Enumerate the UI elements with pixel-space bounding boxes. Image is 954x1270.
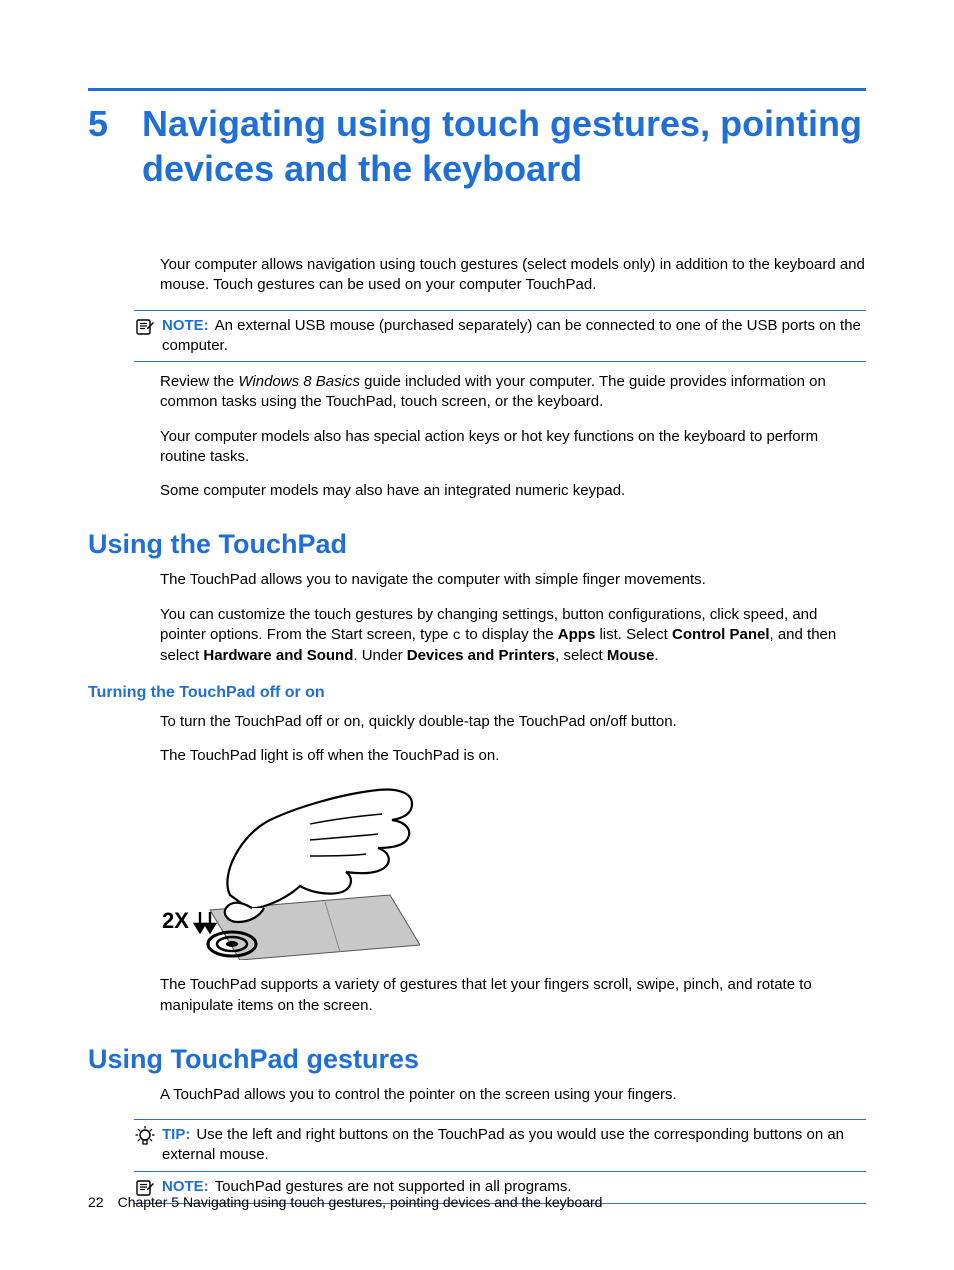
chapter-title: Navigating using touch gestures, pointin… (142, 101, 866, 191)
tp-p2-b: to display the (461, 626, 558, 643)
tp-p2-bold2: Control Panel (672, 626, 770, 643)
intro-note-wrap: NOTE:An external USB mouse (purchased se… (134, 310, 866, 363)
intro-p2-italic: Windows 8 Basics (238, 373, 360, 390)
toggle-block: To turn the TouchPad off or on, quickly … (160, 712, 866, 1016)
tp-p2-bold3: Hardware and Sound (203, 647, 353, 664)
tip-body: TIP:Use the left and right buttons on th… (162, 1125, 866, 1166)
toggle-p3: The TouchPad supports a variety of gestu… (160, 975, 866, 1016)
note-icon (134, 316, 156, 337)
tp-p2-bold1: Apps (558, 626, 596, 643)
tp-p2-c: list. Select (595, 626, 672, 643)
touchpad-p1: The TouchPad allows you to navigate the … (160, 570, 866, 590)
note-label: NOTE: (162, 317, 209, 334)
tip-label: TIP: (162, 1126, 190, 1143)
gestures-block: A TouchPad allows you to control the poi… (160, 1085, 866, 1105)
section-heading-touchpad: Using the TouchPad (88, 529, 866, 560)
chapter-number: 5 (88, 101, 114, 146)
note-callout: NOTE:An external USB mouse (purchased se… (134, 310, 866, 363)
tp-p2-bold5: Mouse (607, 647, 655, 664)
note-text: An external USB mouse (purchased separat… (162, 317, 861, 354)
intro-block: Your computer allows navigation using to… (160, 255, 866, 296)
tip-text: Use the left and right buttons on the To… (162, 1126, 844, 1163)
tp-p2-e: . Under (353, 647, 406, 664)
touchpad-illustration: 2X (160, 780, 866, 965)
page-number: 22 (88, 1194, 104, 1210)
subsection-heading-toggle: Turning the TouchPad off or on (88, 684, 866, 702)
chapter-heading: 5 Navigating using touch gestures, point… (88, 101, 866, 191)
gestures-callouts: TIP:Use the left and right buttons on th… (134, 1119, 866, 1204)
tp-p2-g: . (654, 647, 658, 664)
intro-p2-pre: Review the (160, 373, 238, 390)
tp-p2-f: , select (555, 647, 607, 664)
footer-text: Chapter 5 Navigating using touch gesture… (118, 1194, 603, 1210)
illustration-2x-label: 2X (162, 908, 189, 933)
note-body: NOTE:An external USB mouse (purchased se… (162, 316, 866, 357)
toggle-p1: To turn the TouchPad off or on, quickly … (160, 712, 866, 732)
tp-p2-bold4: Devices and Printers (407, 647, 555, 664)
toggle-p2: The TouchPad light is off when the Touch… (160, 746, 866, 766)
intro-p4: Some computer models may also have an in… (160, 481, 866, 501)
page: 5 Navigating using touch gestures, point… (0, 0, 954, 1270)
tip-icon (134, 1125, 156, 1148)
page-footer: 22 Chapter 5 Navigating using touch gestu… (88, 1194, 602, 1210)
note-text-2: TouchPad gestures are not supported in a… (215, 1178, 572, 1195)
intro-p1: Your computer allows navigation using to… (160, 255, 866, 296)
intro-p3: Your computer models also has special ac… (160, 427, 866, 468)
intro-block-2: Review the Windows 8 Basics guide includ… (160, 372, 866, 501)
touchpad-p2: You can customize the touch gestures by … (160, 605, 866, 666)
touchpad-block: The TouchPad allows you to navigate the … (160, 570, 866, 666)
intro-p2: Review the Windows 8 Basics guide includ… (160, 372, 866, 413)
note-label-2: NOTE: (162, 1178, 209, 1195)
tp-p2-mono: c (453, 628, 461, 644)
tip-callout: TIP:Use the left and right buttons on th… (134, 1119, 866, 1172)
gestures-p1: A TouchPad allows you to control the poi… (160, 1085, 866, 1105)
top-rule (88, 88, 866, 91)
section-heading-gestures: Using TouchPad gestures (88, 1044, 866, 1075)
